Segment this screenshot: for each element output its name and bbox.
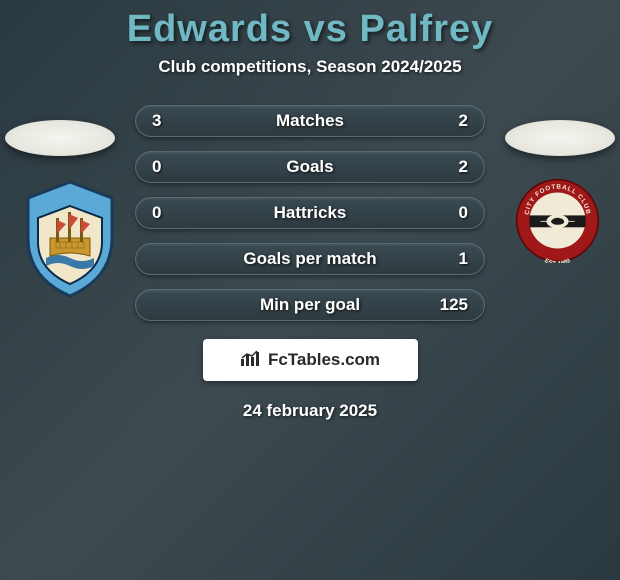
stat-label: Goals per match [136, 249, 484, 269]
stats-table: 3 Matches 2 0 Goals 2 0 Hattricks 0 Goal… [135, 105, 485, 321]
stat-right: 2 [438, 111, 468, 131]
stat-right: 0 [438, 203, 468, 223]
comparison-card: Edwards vs Palfrey Club competitions, Se… [0, 0, 620, 421]
brand-link[interactable]: FcTables.com [203, 339, 418, 381]
truro-city-crest: CITY FOOTBALL CLUB EST. 1889 [515, 178, 600, 263]
date-label: 24 february 2025 [0, 401, 620, 421]
player-tile-left [5, 120, 115, 156]
chart-icon [240, 349, 262, 372]
stat-row: 0 Goals 2 [135, 151, 485, 183]
stat-left: 3 [152, 111, 182, 131]
stat-label: Hattricks [136, 203, 484, 223]
stat-left: 0 [152, 157, 182, 177]
stat-left: 0 [152, 203, 182, 223]
stat-right: 125 [438, 295, 468, 315]
stat-row: Goals per match 1 [135, 243, 485, 275]
subtitle: Club competitions, Season 2024/2025 [0, 57, 620, 77]
stat-right: 2 [438, 157, 468, 177]
stat-label: Min per goal [136, 295, 484, 315]
page-title: Edwards vs Palfrey [0, 8, 620, 51]
stat-row: 3 Matches 2 [135, 105, 485, 137]
stat-label: Matches [136, 111, 484, 131]
stat-label: Goals [136, 157, 484, 177]
brand-text: FcTables.com [268, 350, 380, 370]
weymouth-crest: YMOUTH [20, 178, 120, 298]
stat-right: 1 [438, 249, 468, 269]
stat-row: 0 Hattricks 0 [135, 197, 485, 229]
stat-row: Min per goal 125 [135, 289, 485, 321]
player-tile-right [505, 120, 615, 156]
